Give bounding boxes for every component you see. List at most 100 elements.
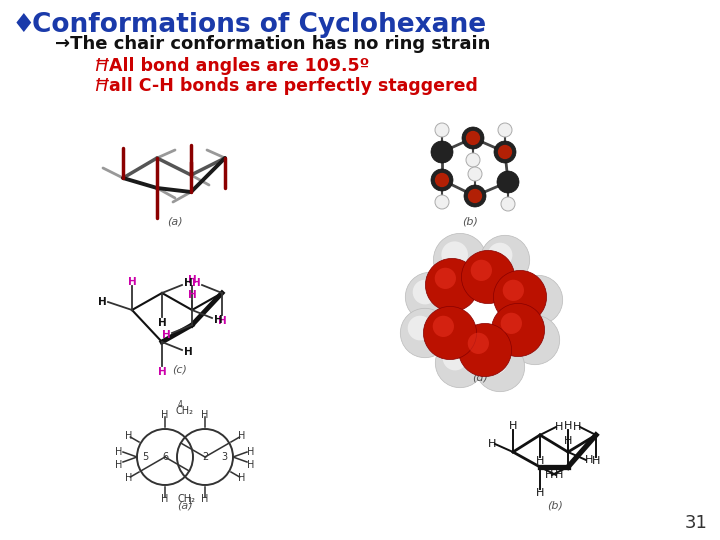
Circle shape [435,195,449,209]
Circle shape [459,323,512,376]
Text: H: H [98,297,107,307]
Text: H: H [184,347,192,357]
Text: H: H [158,367,166,377]
Text: (a): (a) [177,500,193,510]
Circle shape [466,131,480,145]
Text: 3: 3 [222,452,228,462]
Circle shape [433,316,454,337]
Text: H: H [161,330,171,340]
Circle shape [433,233,487,287]
Text: H: H [161,494,168,504]
Text: 2: 2 [202,452,208,462]
Text: H: H [217,316,226,326]
Circle shape [462,127,484,149]
Text: H: H [564,421,572,431]
Circle shape [468,189,482,203]
Circle shape [413,280,438,305]
Text: H: H [545,470,553,480]
Text: Ħ: Ħ [93,77,109,95]
Circle shape [431,169,453,191]
Circle shape [400,308,450,357]
Circle shape [466,153,480,167]
Text: H: H [585,455,593,465]
Text: H: H [555,470,563,480]
Circle shape [443,346,467,370]
Text: (b): (b) [462,217,478,227]
Text: all C-H bonds are perfectly staggered: all C-H bonds are perfectly staggered [109,77,478,95]
Text: All bond angles are 109.5º: All bond angles are 109.5º [109,57,369,75]
Circle shape [503,280,524,301]
Circle shape [471,260,492,281]
Circle shape [497,171,519,193]
Text: H: H [188,275,197,285]
Circle shape [493,271,546,323]
Text: 1: 1 [187,497,192,506]
Text: 5: 5 [143,452,148,462]
Circle shape [475,342,525,392]
Text: H: H [125,473,132,483]
Circle shape [500,313,522,334]
Circle shape [435,123,449,137]
Text: CH₂: CH₂ [178,494,196,504]
Text: 4: 4 [177,400,182,409]
Text: H: H [488,439,496,449]
Text: H: H [238,473,245,483]
Text: (c): (c) [173,365,187,375]
Circle shape [487,242,513,267]
Circle shape [436,338,485,388]
Text: H: H [188,290,197,300]
Text: (b): (b) [547,500,563,510]
Circle shape [426,259,479,312]
Text: H: H [509,421,517,431]
Text: H: H [536,488,544,498]
Circle shape [462,251,515,303]
Circle shape [521,283,546,307]
Circle shape [498,145,512,159]
Text: ♦: ♦ [12,12,35,38]
Text: (a): (a) [167,217,183,227]
Text: H: H [536,456,544,466]
Text: H: H [202,494,209,504]
Circle shape [431,141,453,163]
Text: H: H [161,410,168,420]
Text: H: H [238,431,245,441]
Text: Conformations of Cyclohexane: Conformations of Cyclohexane [32,12,486,38]
Circle shape [423,306,477,360]
Circle shape [482,350,508,374]
Text: H: H [127,277,136,287]
Text: H: H [202,410,209,420]
Text: →The chair conformation has no ring strain: →The chair conformation has no ring stra… [55,35,490,53]
Text: H: H [115,447,122,457]
Circle shape [498,123,512,137]
Circle shape [435,173,449,187]
Text: CH₂: CH₂ [176,406,194,416]
Circle shape [494,141,516,163]
Circle shape [480,235,530,285]
Text: Ħ: Ħ [93,57,109,75]
Text: 31: 31 [685,514,708,532]
Text: H: H [214,315,222,325]
Text: H: H [555,422,563,432]
Circle shape [518,323,542,347]
Circle shape [468,167,482,181]
Circle shape [510,315,559,364]
Text: 6: 6 [162,452,168,462]
Text: H: H [592,456,600,466]
Text: H: H [115,460,122,470]
Circle shape [464,185,486,207]
Circle shape [468,333,489,354]
Text: H: H [247,447,255,457]
Text: (d): (d) [472,372,488,382]
Text: H: H [158,318,166,328]
Text: H: H [573,422,581,432]
Circle shape [435,268,456,289]
Circle shape [501,197,515,211]
Text: H: H [125,431,132,441]
Circle shape [491,303,544,356]
Text: H: H [564,436,572,446]
Circle shape [408,316,433,340]
Text: H: H [247,460,255,470]
Circle shape [405,272,455,322]
Text: H: H [192,278,200,288]
Circle shape [441,241,468,268]
